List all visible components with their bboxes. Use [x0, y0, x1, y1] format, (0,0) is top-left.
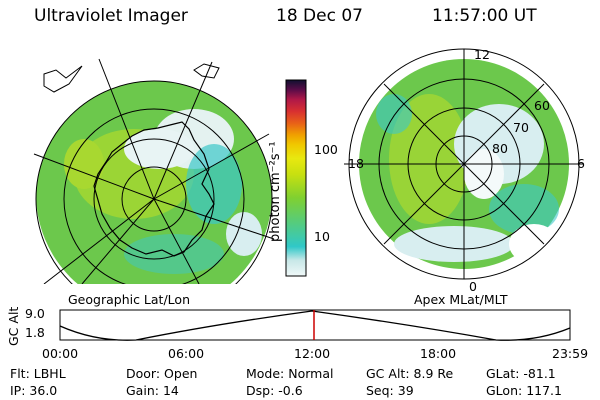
image-time: 11:57:00 UT: [432, 6, 537, 26]
colorbar-tick-10: 10: [314, 229, 330, 244]
left-meridians: [33, 58, 275, 284]
instrument-title: Ultraviolet Imager: [34, 6, 188, 26]
status-glon: GLon: 117.1: [486, 383, 562, 398]
lat-label-70: 70: [513, 120, 529, 135]
image-date: 18 Dec 07: [276, 6, 363, 26]
right-panel-caption: Apex MLat/MLT: [414, 292, 508, 307]
status-flt: Flt: LBHL: [10, 366, 66, 381]
timeline-xtick-2359: 23:59: [552, 346, 589, 361]
status-ip: IP: 36.0: [10, 383, 58, 398]
status-glat: GLat: -81.1: [486, 366, 556, 381]
timeline-ytick-9: 9.0: [25, 306, 45, 321]
colorbar-unit-label: photon cm⁻²s⁻¹: [268, 141, 283, 242]
mlt-label-12: 12: [474, 47, 490, 62]
left-panel-caption: Geographic Lat/Lon: [68, 292, 190, 307]
mlt-label-6: 6: [577, 156, 585, 171]
timeline-ytick-1-8: 1.8: [25, 325, 45, 340]
geographic-map: [33, 58, 275, 284]
status-gc-alt: GC Alt: 8.9 Re: [366, 366, 454, 381]
continent-outline: [43, 63, 220, 93]
apex-mlat-mlt-dial: [344, 48, 584, 280]
antarctica-coastline: [93, 121, 215, 257]
timeline-xtick-0600: 06:00: [168, 346, 205, 361]
colorbar: [285, 79, 307, 277]
left-aurora-image: [36, 81, 272, 284]
status-door: Door: Open: [126, 366, 198, 381]
timeline-xtick-0000: 00:00: [42, 346, 79, 361]
lat-label-80: 80: [492, 141, 508, 156]
status-seq: Seq: 39: [366, 383, 414, 398]
left-grid-circles: [35, 80, 273, 284]
mlt-label-0: 0: [469, 279, 477, 294]
mlt-label-18: 18: [348, 156, 364, 171]
altitude-curve: [59, 310, 571, 341]
colorbar-tick-100: 100: [314, 142, 338, 157]
lat-label-60: 60: [534, 98, 550, 113]
status-gain: Gain: 14: [126, 383, 179, 398]
right-grid: [344, 48, 584, 280]
timeline-ylabel: GC Alt: [6, 306, 21, 346]
altitude-timeline: [59, 309, 571, 341]
status-dsp: Dsp: -0.6: [246, 383, 303, 398]
timeline-xtick-1800: 18:00: [420, 346, 457, 361]
timeline-xtick-1200: 12:00: [294, 346, 331, 361]
status-mode: Mode: Normal: [246, 366, 334, 381]
